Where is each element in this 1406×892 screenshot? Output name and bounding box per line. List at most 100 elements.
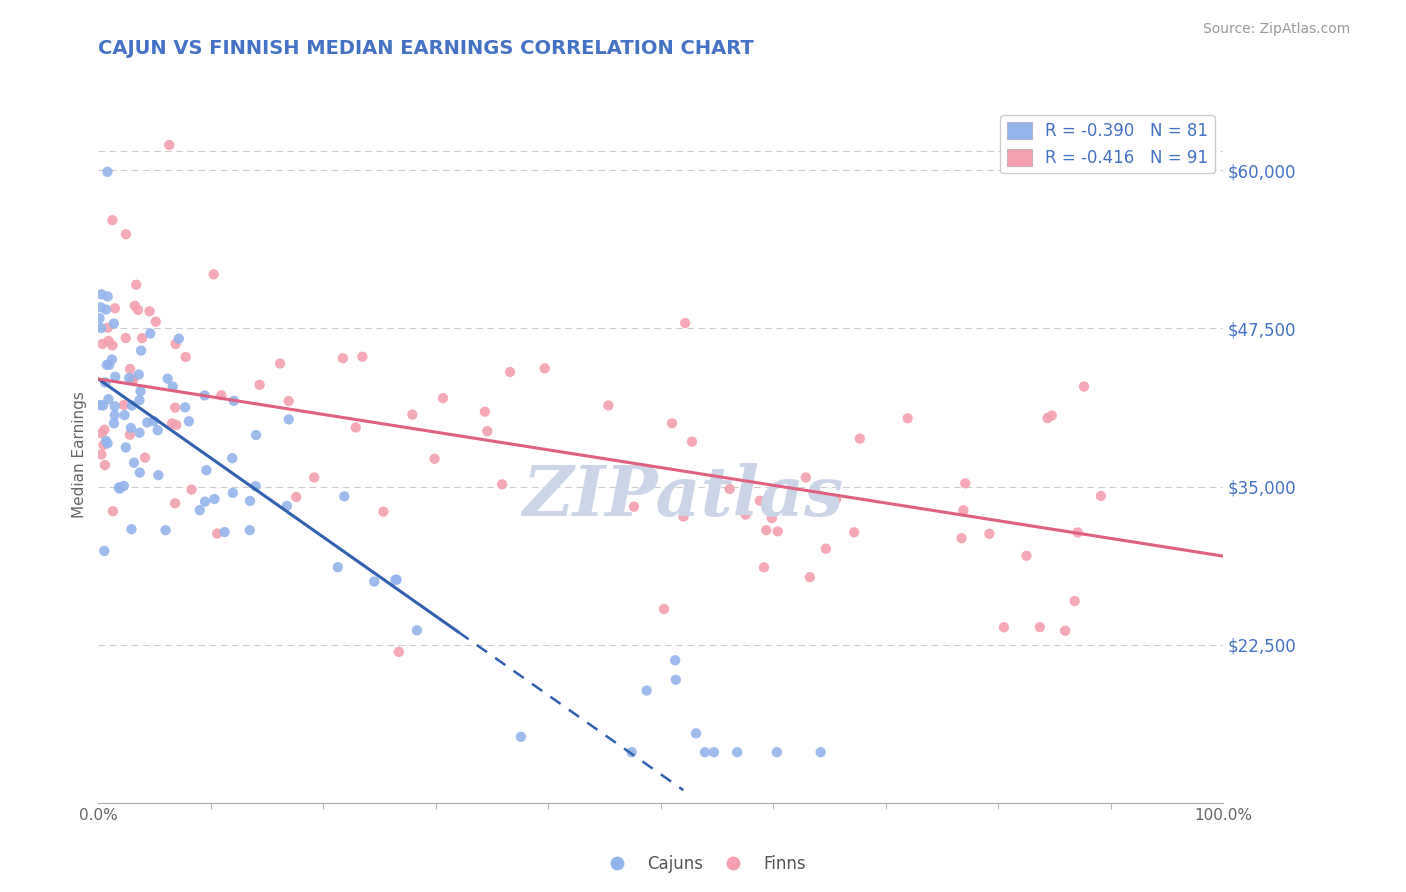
Point (104, 301, 127, 316)
Point (94, 434, 117, 448)
Point (157, 138, 180, 153)
Point (165, 401, 187, 415)
Point (718, 482, 741, 496)
Point (125, 277, 148, 292)
Point (477, 424, 499, 438)
Point (128, 425, 150, 440)
Point (734, 508, 756, 522)
Point (725, 745, 748, 759)
Point (118, 371, 141, 385)
Point (195, 463, 218, 477)
Point (406, 624, 429, 638)
Point (118, 427, 141, 442)
Point (491, 477, 513, 491)
Point (748, 493, 770, 508)
Point (672, 509, 695, 524)
Point (761, 511, 783, 525)
Point (139, 326, 162, 341)
Legend: Cajuns, Finns: Cajuns, Finns (593, 848, 813, 880)
Point (661, 417, 683, 431)
Point (205, 526, 228, 541)
Point (97, 320, 120, 334)
Point (214, 524, 236, 539)
Point (103, 317, 125, 331)
Point (344, 420, 367, 434)
Point (993, 620, 1015, 634)
Point (1015, 549, 1038, 563)
Point (794, 470, 817, 484)
Point (194, 494, 217, 508)
Point (665, 673, 688, 687)
Y-axis label: Median Earnings: Median Earnings (72, 392, 87, 518)
Point (94, 302, 117, 317)
Point (94, 376, 117, 390)
Point (96, 165, 118, 179)
Point (90, 287, 112, 301)
Point (129, 384, 152, 399)
Point (101, 338, 124, 352)
Point (955, 476, 977, 491)
Point (950, 531, 973, 545)
Point (1067, 525, 1090, 540)
Point (332, 351, 354, 366)
Point (384, 573, 406, 587)
Point (90, 447, 112, 461)
Point (90, 426, 112, 441)
Point (108, 482, 131, 496)
Point (693, 745, 716, 759)
Point (423, 451, 446, 466)
Point (165, 337, 187, 351)
Point (432, 391, 454, 405)
Text: ZIPatlas: ZIPatlas (523, 463, 844, 531)
Point (249, 377, 271, 392)
Point (128, 466, 150, 480)
Point (115, 227, 138, 242)
Point (96, 358, 118, 372)
Point (285, 490, 308, 504)
Point (142, 414, 165, 428)
Point (222, 393, 245, 408)
Point (165, 496, 187, 510)
Point (114, 408, 136, 422)
Point (766, 524, 789, 539)
Point (104, 369, 127, 384)
Point (112, 479, 135, 493)
Point (93, 438, 115, 452)
Point (245, 428, 267, 442)
Point (276, 499, 298, 513)
Point (177, 414, 200, 428)
Point (128, 368, 150, 382)
Point (209, 388, 232, 402)
Point (89, 398, 111, 412)
Point (952, 503, 974, 517)
Point (1036, 411, 1059, 425)
Point (664, 653, 686, 667)
Point (145, 315, 167, 329)
Point (277, 412, 299, 426)
Point (148, 468, 170, 483)
Point (1040, 409, 1063, 423)
Point (623, 500, 645, 514)
Point (97, 289, 120, 303)
Point (134, 450, 156, 465)
Point (131, 331, 153, 345)
Point (897, 411, 920, 425)
Point (277, 394, 299, 409)
Point (155, 523, 177, 537)
Point (509, 730, 531, 744)
Point (101, 504, 124, 518)
Point (194, 388, 217, 402)
Point (598, 399, 620, 413)
Point (114, 331, 136, 345)
Point (122, 373, 145, 387)
Point (703, 745, 725, 759)
Point (127, 302, 149, 317)
Point (1090, 489, 1112, 503)
Point (174, 350, 197, 364)
Point (636, 683, 658, 698)
Text: Source: ZipAtlas.com: Source: ZipAtlas.com (1202, 22, 1350, 37)
Point (138, 304, 160, 318)
Point (239, 494, 262, 508)
Point (90, 300, 112, 314)
Point (94, 458, 117, 472)
